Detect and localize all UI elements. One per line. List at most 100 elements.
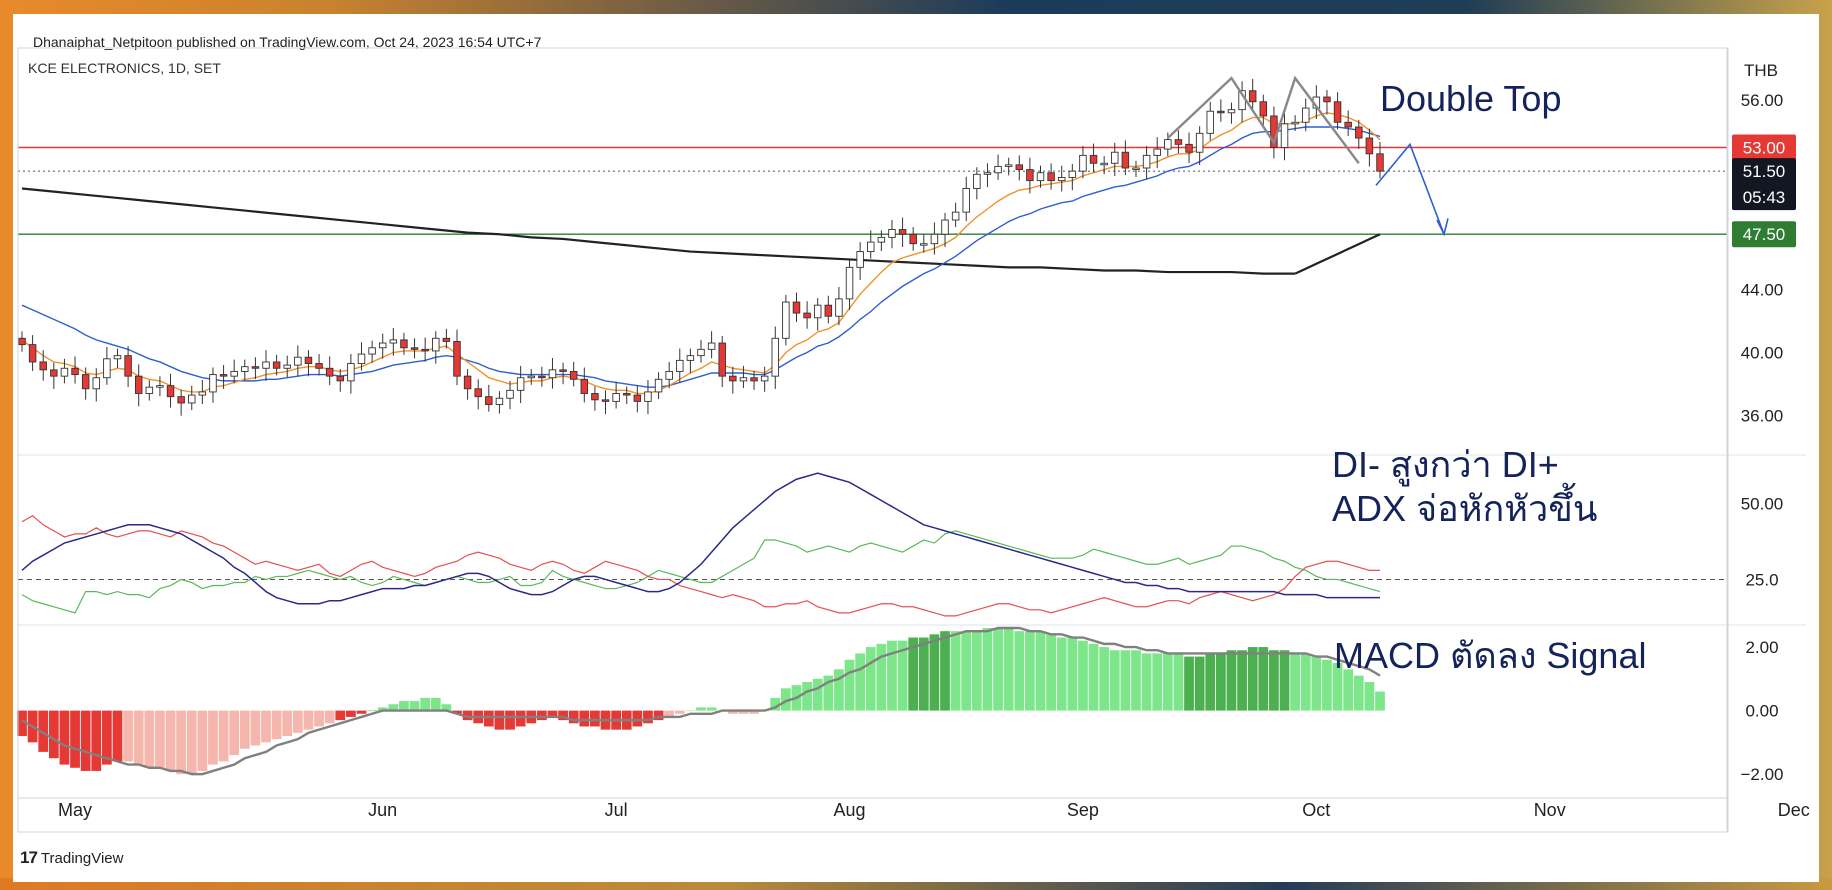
candle	[1004, 164, 1013, 167]
candle	[920, 243, 928, 246]
candle	[495, 397, 504, 405]
macd-histogram-bar	[579, 710, 590, 727]
di-annotation-line2: ADX จ่อหักหัวขึ้น	[1332, 488, 1598, 529]
macd-histogram-bar	[823, 675, 834, 711]
macd-histogram-bar	[59, 710, 70, 765]
macd-histogram-bar	[738, 710, 749, 714]
macd-histogram-bar	[1353, 675, 1364, 711]
double-top-annotation: Double Top	[1380, 78, 1562, 119]
macd-histogram-bar	[155, 710, 165, 768]
candle	[156, 385, 164, 388]
candle	[760, 375, 769, 382]
candle	[516, 377, 525, 391]
macd-histogram-bar	[1109, 650, 1120, 711]
di-annotation-line1: DI- สูงกว่า DI+	[1332, 444, 1559, 485]
macd-histogram-bar	[685, 710, 696, 712]
macd-histogram-bar	[908, 637, 919, 711]
candle	[1142, 154, 1151, 169]
macd-histogram-bar	[1056, 637, 1067, 711]
candle	[39, 361, 47, 371]
candle	[835, 298, 843, 317]
macd-histogram-bar	[1311, 656, 1322, 711]
macd-histogram-bar	[929, 634, 940, 711]
candle	[1100, 162, 1108, 166]
candle	[1333, 101, 1342, 123]
macd-histogram-bar	[844, 659, 855, 711]
macd-histogram-bar	[123, 710, 133, 762]
macd-histogram-bar	[1332, 662, 1343, 711]
candle	[442, 337, 451, 342]
macd-histogram-bar	[1184, 656, 1194, 711]
candle	[973, 173, 981, 189]
price-pane	[18, 75, 1727, 416]
macd-histogram-bar	[282, 710, 293, 736]
month-label: Sep	[1067, 800, 1099, 820]
candle	[124, 355, 132, 377]
macd-tick-label: −2.00	[1740, 765, 1783, 784]
macd-histogram-bar	[346, 710, 356, 717]
macd-histogram-bar	[674, 710, 685, 714]
candle	[50, 369, 58, 377]
tradingview-brand-name: TradingView	[40, 849, 124, 867]
macd-histogram-bar	[101, 710, 112, 765]
candle	[1259, 101, 1268, 117]
candle	[1301, 107, 1310, 123]
candle	[1365, 137, 1374, 155]
candle	[930, 233, 939, 245]
candle	[1248, 90, 1257, 103]
candle	[241, 366, 249, 372]
candle	[283, 364, 291, 369]
candle	[506, 389, 514, 399]
dmi-tick-label: 50.00	[1741, 495, 1784, 514]
chart-title: KCE ELECTRONICS, 1D, SET	[28, 60, 221, 76]
candle	[1323, 96, 1331, 103]
macd-histogram-bar	[208, 710, 218, 765]
month-label: Dec	[1778, 800, 1810, 820]
last-price-tag-bg	[1732, 158, 1796, 211]
macd-histogram-bar	[441, 704, 452, 711]
macd-histogram-bar	[112, 710, 123, 762]
candle	[357, 353, 366, 364]
macd-histogram-bar	[897, 640, 908, 711]
candle	[1015, 164, 1024, 171]
macd-histogram-bar	[1269, 650, 1279, 711]
candle	[983, 172, 992, 175]
resistance-price-tag: 53.00	[1743, 139, 1786, 158]
macd-histogram-bar	[303, 710, 314, 730]
macd-histogram-bar	[1194, 656, 1205, 711]
macd-histogram-bar	[706, 707, 717, 711]
candle	[81, 374, 90, 390]
price-tick-label: 44.00	[1741, 280, 1784, 299]
candle	[1121, 151, 1130, 169]
macd-histogram-bar	[1141, 653, 1152, 711]
macd-histogram-bar	[1279, 650, 1290, 711]
macd-histogram-bar	[1205, 653, 1216, 711]
candle	[1217, 110, 1225, 114]
ema-slow-line	[21, 126, 1381, 388]
candle	[60, 367, 69, 377]
candle	[803, 312, 811, 319]
tradingview-brand[interactable]: 17 TradingView	[20, 848, 123, 868]
macd-histogram-bar	[780, 688, 791, 711]
candle	[729, 375, 737, 382]
candle	[410, 347, 419, 350]
currency-label: THB	[1744, 61, 1778, 80]
macd-histogram-bar	[409, 701, 420, 711]
dmi-line-adx	[21, 472, 1380, 605]
month-label: Nov	[1534, 800, 1566, 820]
macd-annotation: MACD ตัดลง Signal	[1334, 635, 1647, 676]
macd-histogram-bar	[971, 631, 982, 711]
candle	[1174, 139, 1183, 145]
month-label: May	[58, 800, 92, 820]
candle	[1153, 148, 1161, 156]
candle	[538, 375, 546, 379]
candle	[1026, 169, 1034, 182]
macd-histogram-bar	[834, 669, 844, 711]
macd-tick-label: 0.00	[1745, 702, 1778, 721]
candle	[994, 165, 1002, 174]
candle	[432, 337, 440, 352]
macd-histogram-bar	[1120, 650, 1131, 711]
forecast-arrow-head	[1436, 218, 1449, 237]
candle	[378, 342, 387, 349]
macd-histogram-bar	[632, 710, 643, 727]
